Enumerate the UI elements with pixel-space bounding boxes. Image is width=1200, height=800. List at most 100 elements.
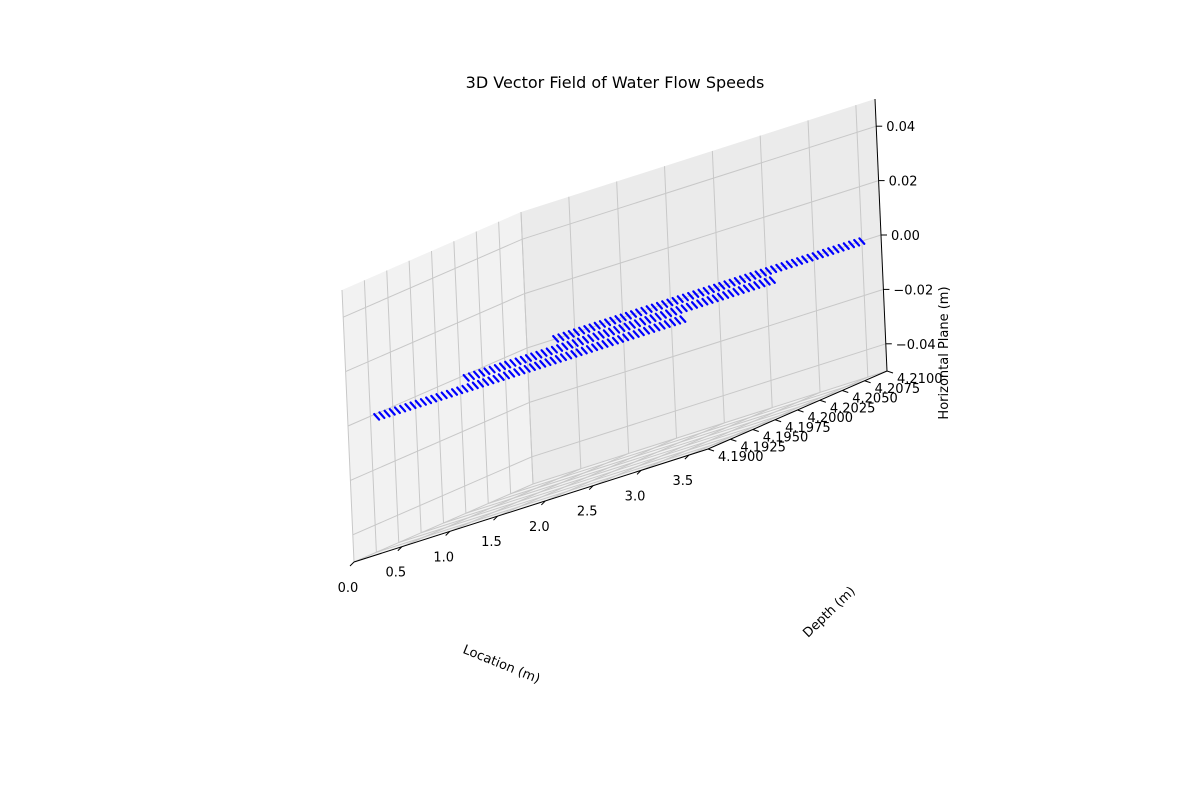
vector-arrow — [373, 412, 381, 421]
vector-arrow — [545, 347, 553, 356]
vector-arrow — [580, 346, 588, 355]
vector-arrow — [504, 360, 512, 369]
vector-arrow — [728, 278, 736, 287]
vector-arrow — [653, 323, 661, 332]
vector-arrow — [593, 321, 601, 330]
vector-arrow — [513, 368, 521, 376]
vector-arrow — [712, 283, 721, 292]
grid-line — [510, 380, 865, 495]
vector-arrow — [502, 371, 511, 380]
vector-arrow — [722, 291, 730, 299]
grid-line — [524, 180, 879, 295]
grid-line — [350, 401, 530, 481]
vector-arrow — [753, 281, 761, 289]
vector-arrow — [718, 281, 726, 290]
grid-line — [531, 343, 886, 458]
y-tick-label: 4.2025 — [830, 401, 876, 416]
x-tick — [588, 485, 594, 491]
vector-arrow — [749, 272, 757, 280]
x-tick-label: 3.0 — [625, 489, 646, 504]
vector-arrow — [785, 260, 793, 269]
vector-arrow — [796, 257, 804, 265]
vector-arrow — [665, 309, 673, 318]
vector-arrow — [676, 295, 684, 303]
vector-arrow — [666, 298, 674, 307]
vector-arrow — [658, 321, 666, 330]
vector-arrow — [628, 320, 636, 329]
vector-arrow — [685, 302, 693, 311]
vector-arrow — [604, 318, 612, 327]
vector-arrow — [759, 268, 767, 277]
vector-arrow — [623, 322, 631, 331]
vector-arrow — [556, 344, 564, 352]
y-tick — [886, 370, 894, 374]
vector-arrow — [801, 255, 809, 264]
vector-arrow — [648, 325, 656, 333]
vector-arrow — [557, 333, 565, 342]
vector-arrow — [633, 319, 642, 328]
y-tick — [752, 429, 759, 432]
y-tick — [707, 448, 715, 452]
vector-arrow — [562, 331, 570, 340]
vector-arrow — [687, 291, 695, 300]
vector-arrow — [559, 353, 568, 362]
vector-arrow — [554, 355, 562, 363]
vector-arrow — [601, 340, 609, 348]
vector-arrow — [585, 345, 594, 353]
grid-line — [343, 238, 523, 318]
x-tick-label: 0.0 — [338, 581, 359, 596]
y-tick — [730, 438, 737, 442]
vector-arrow — [617, 335, 625, 343]
vector-arrow — [649, 314, 657, 323]
vector-arrow — [533, 361, 542, 370]
vector-arrow — [727, 289, 735, 298]
vector-arrow — [748, 282, 756, 291]
vector-arrow — [587, 334, 595, 342]
x-tick — [493, 515, 498, 521]
vector-arrow — [644, 316, 652, 324]
grid-line — [398, 429, 753, 543]
vector-arrow — [707, 285, 715, 293]
x-tick-label: 2.5 — [577, 505, 598, 520]
vector-arrow — [508, 369, 516, 378]
vector-arrow — [837, 243, 845, 252]
vector-arrow — [509, 359, 517, 367]
vector-arrow — [738, 275, 747, 284]
vector-arrow — [645, 305, 653, 313]
vector-arrow — [544, 358, 552, 367]
chart-title: 3D Vector Field of Water Flow Speeds — [466, 73, 765, 92]
z-tick-label: 0.04 — [886, 120, 915, 135]
vector-arrow — [663, 320, 671, 328]
vector-arrow — [488, 365, 496, 374]
vector-arrow — [780, 262, 788, 270]
vector-arrow — [576, 337, 584, 346]
y-axis-label: Depth (m) — [800, 584, 858, 641]
vector-arrow — [461, 384, 469, 393]
vector-arrow — [570, 350, 578, 358]
vector-arrow — [518, 366, 526, 375]
vector-arrow — [483, 367, 491, 376]
vector-arrow — [572, 328, 581, 337]
vector-arrow — [679, 315, 687, 323]
x-axis-line — [353, 448, 709, 563]
vector-arrow — [635, 308, 643, 317]
vector-arrow — [847, 240, 856, 249]
vector-arrow — [498, 362, 507, 371]
vector-arrows — [373, 237, 866, 421]
vector-arrow — [566, 340, 574, 349]
vector-arrow — [690, 301, 699, 309]
vector-arrow — [701, 297, 709, 306]
z-tick-label: 0.02 — [889, 175, 918, 190]
vector-arrow — [497, 373, 505, 381]
vector-arrow — [639, 317, 647, 326]
vector-arrow — [466, 383, 474, 391]
vector-arrow — [552, 334, 560, 343]
vector-arrow — [493, 364, 501, 372]
vector-arrow — [561, 342, 569, 351]
vector-arrow — [758, 279, 766, 288]
vector-arrow — [842, 242, 850, 250]
vector-arrow — [430, 394, 438, 403]
vector-arrow — [619, 313, 627, 322]
vector-arrow — [659, 311, 667, 319]
